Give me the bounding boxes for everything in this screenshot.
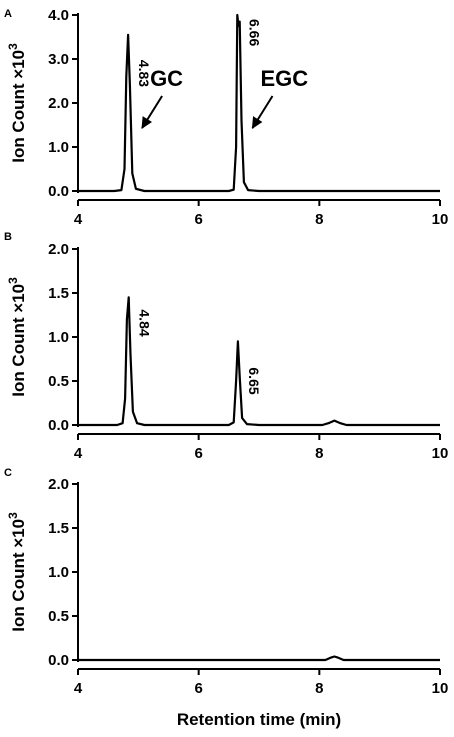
y-tick-label: 0.5 — [48, 373, 69, 390]
arrow-head — [141, 116, 152, 129]
y-tick-label: 4.0 — [48, 7, 69, 24]
x-tick-label: 4 — [74, 211, 83, 228]
peak-label: 4.84 — [137, 309, 153, 336]
y-tick-label: 0.0 — [48, 417, 69, 434]
y-axis-title-exponent: 3 — [6, 512, 20, 519]
y-axis-title: Ion Count ×103 — [6, 512, 28, 632]
x-tick-label: 6 — [194, 445, 202, 462]
y-tick-label: 0.5 — [48, 608, 69, 625]
y-tick-label: 1.5 — [48, 285, 69, 302]
x-tick-label: 8 — [315, 680, 323, 697]
y-axis-title: Ion Count ×103 — [6, 43, 28, 163]
peak-label: 4.83 — [136, 60, 152, 87]
peak-label: 6.65 — [246, 367, 262, 394]
y-tick-label: 1.0 — [48, 139, 69, 156]
x-tick-label: 6 — [194, 211, 202, 228]
x-tick-label: 4 — [74, 445, 83, 462]
panel-letter-a: A — [4, 8, 12, 20]
y-axis-title-multiplier: ×10 — [9, 50, 28, 79]
y-axis-title-exponent: 3 — [6, 43, 20, 50]
x-tick-label: 8 — [315, 211, 323, 228]
x-axis-title: Retention time (min) — [177, 710, 341, 729]
y-axis-title-label: Ion Count — [9, 79, 28, 163]
y-tick-label: 2.0 — [48, 476, 69, 493]
compound-label: GC — [150, 66, 183, 91]
y-axis-title-label: Ion Count — [9, 313, 28, 397]
y-axis-title: Ion Count ×103 — [6, 277, 28, 397]
y-tick-label: 0.0 — [48, 652, 69, 669]
trace-line — [78, 655, 440, 662]
trace-line — [78, 13, 440, 193]
panel-letter-b: B — [4, 231, 12, 243]
x-tick-label: 8 — [315, 445, 323, 462]
peak-label: 6.66 — [246, 19, 262, 46]
y-tick-label: 2.0 — [48, 95, 69, 112]
x-tick-label: 4 — [74, 680, 83, 697]
trace-line — [78, 296, 440, 427]
y-axis-title-multiplier: ×10 — [9, 284, 28, 313]
y-tick-label: 1.0 — [48, 329, 69, 346]
y-axis-title-multiplier: ×10 — [9, 519, 28, 548]
x-tick-label: 10 — [432, 445, 449, 462]
panel-letter-c: C — [4, 467, 12, 479]
y-axis-title-exponent: 3 — [6, 277, 20, 284]
x-tick-label: 10 — [432, 680, 449, 697]
x-tick-label: 10 — [432, 211, 449, 228]
compound-label: EGC — [260, 66, 308, 91]
y-tick-label: 2.0 — [48, 241, 69, 258]
y-tick-label: 1.0 — [48, 564, 69, 581]
x-tick-label: 6 — [194, 680, 202, 697]
y-axis-title-label: Ion Count — [9, 548, 28, 632]
arrow-head — [251, 116, 263, 129]
y-tick-label: 0.0 — [48, 183, 69, 200]
y-tick-label: 1.5 — [48, 520, 69, 537]
y-tick-label: 3.0 — [48, 51, 69, 68]
